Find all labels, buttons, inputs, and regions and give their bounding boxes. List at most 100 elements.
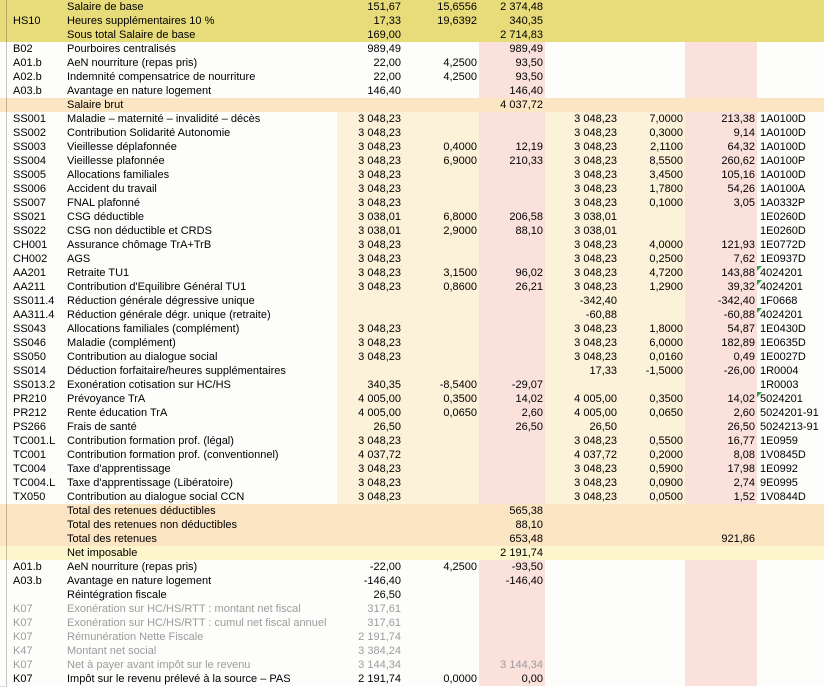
cell-rate-employer[interactable]: 4,7200 [619, 266, 685, 280]
cell-rate-employee[interactable] [403, 448, 479, 462]
cell-dsn-code[interactable]: 1E0959 [757, 434, 824, 448]
cell-label[interactable]: Vieillesse déplafonnée [65, 140, 337, 154]
cell-dsn-code[interactable] [757, 574, 824, 588]
cell-rate-employer[interactable]: 0,0650 [619, 406, 685, 420]
cell-amount-employer[interactable] [685, 588, 757, 602]
cell-base-employer[interactable]: 3 048,23 [545, 126, 619, 140]
cell-base[interactable]: 22,00 [337, 70, 403, 84]
cell-amount-employer[interactable]: 1,52 [685, 490, 757, 504]
cell-code[interactable]: B02 [7, 42, 65, 56]
cell-amount-employee[interactable]: 88,10 [479, 224, 545, 238]
cell-label[interactable]: AGS [65, 252, 337, 266]
cell-rate-employer[interactable]: 0,0160 [619, 350, 685, 364]
cell-amount-employer[interactable] [685, 546, 757, 560]
cell-label[interactable]: Net imposable [65, 546, 337, 560]
cell-label[interactable]: CSG déductible [65, 210, 337, 224]
cell-label[interactable]: Avantage en nature logement [65, 574, 337, 588]
cell-amount-employee[interactable] [479, 616, 545, 630]
cell-amount-employer[interactable] [685, 28, 757, 42]
cell-rate-employer[interactable] [619, 630, 685, 644]
cell-amount-employee[interactable]: -29,07 [479, 378, 545, 392]
cell-base-employer[interactable]: 3 048,23 [545, 168, 619, 182]
cell-rate-employee[interactable] [403, 420, 479, 434]
cell-amount-employee[interactable] [479, 364, 545, 378]
cell-amount-employer[interactable] [685, 42, 757, 56]
cell-rate-employer[interactable] [619, 616, 685, 630]
cell-base[interactable]: 169,00 [337, 28, 403, 42]
cell-rate-employer[interactable] [619, 672, 685, 686]
cell-amount-employee[interactable] [479, 448, 545, 462]
cell-code[interactable]: TC004.L [7, 476, 65, 490]
cell-dsn-code[interactable]: 1E0260D [757, 210, 824, 224]
cell-rate-employer[interactable] [619, 0, 685, 14]
cell-base[interactable]: 26,50 [337, 588, 403, 602]
cell-rate-employee[interactable]: 0,8600 [403, 280, 479, 294]
cell-amount-employer[interactable] [685, 98, 757, 112]
cell-dsn-code[interactable]: 1E0992 [757, 462, 824, 476]
cell-rate-employee[interactable]: 6,9000 [403, 154, 479, 168]
cell-rate-employee[interactable]: 0,4000 [403, 140, 479, 154]
cell-base[interactable]: 3 048,23 [337, 350, 403, 364]
cell-amount-employee[interactable] [479, 588, 545, 602]
cell-rate-employee[interactable]: 4,2500 [403, 70, 479, 84]
cell-label[interactable]: FNAL plafonné [65, 196, 337, 210]
cell-rate-employer[interactable] [619, 28, 685, 42]
cell-amount-employer[interactable]: -342,40 [685, 294, 757, 308]
cell-base[interactable] [337, 504, 403, 518]
cell-rate-employee[interactable] [403, 574, 479, 588]
cell-rate-employee[interactable]: 6,8000 [403, 210, 479, 224]
cell-label[interactable]: AeN nourriture (repas pris) [65, 56, 337, 70]
cell-rate-employer[interactable]: 0,3500 [619, 392, 685, 406]
cell-code[interactable] [7, 0, 65, 14]
cell-amount-employee[interactable]: 4 037,72 [479, 98, 545, 112]
cell-rate-employee[interactable] [403, 322, 479, 336]
cell-code[interactable] [7, 546, 65, 560]
cell-base[interactable]: 3 144,34 [337, 658, 403, 672]
cell-rate-employer[interactable]: 6,0000 [619, 336, 685, 350]
cell-label[interactable]: Total des retenues non déductibles [65, 518, 337, 532]
cell-label[interactable]: Sous total Salaire de base [65, 28, 337, 42]
cell-code[interactable]: SS007 [7, 196, 65, 210]
cell-code[interactable]: SS050 [7, 350, 65, 364]
cell-code[interactable]: SS021 [7, 210, 65, 224]
cell-dsn-code[interactable]: 9E0995 [757, 476, 824, 490]
cell-amount-employee[interactable] [479, 434, 545, 448]
cell-rate-employee[interactable] [403, 364, 479, 378]
cell-rate-employee[interactable]: 3,1500 [403, 266, 479, 280]
cell-dsn-code[interactable]: 5024201-91 [757, 406, 824, 420]
cell-base-employer[interactable] [545, 630, 619, 644]
cell-amount-employee[interactable] [479, 602, 545, 616]
cell-amount-employee[interactable]: 2,60 [479, 406, 545, 420]
cell-label[interactable]: Taxe d'apprentissage [65, 462, 337, 476]
cell-rate-employee[interactable] [403, 308, 479, 322]
cell-base-employer[interactable]: 3 038,01 [545, 224, 619, 238]
cell-rate-employee[interactable]: -8,5400 [403, 378, 479, 392]
cell-label[interactable]: Avantage en nature logement [65, 84, 337, 98]
cell-amount-employee[interactable] [479, 490, 545, 504]
cell-base[interactable] [337, 294, 403, 308]
cell-amount-employer[interactable]: 14,02 [685, 392, 757, 406]
cell-amount-employer[interactable]: 2,60 [685, 406, 757, 420]
cell-rate-employer[interactable]: 3,4500 [619, 168, 685, 182]
cell-code[interactable]: A03.b [7, 574, 65, 588]
cell-label[interactable]: Assurance chômage TrA+TrB [65, 238, 337, 252]
cell-rate-employee[interactable] [403, 462, 479, 476]
cell-rate-employer[interactable] [619, 84, 685, 98]
cell-rate-employer[interactable]: 8,5500 [619, 154, 685, 168]
cell-rate-employee[interactable] [403, 350, 479, 364]
cell-dsn-code[interactable]: 1E0260D [757, 224, 824, 238]
cell-dsn-code[interactable] [757, 518, 824, 532]
cell-dsn-code[interactable] [757, 70, 824, 84]
cell-base-employer[interactable] [545, 672, 619, 686]
cell-code[interactable]: HS10 [7, 14, 65, 28]
cell-amount-employer[interactable]: -60,88 [685, 308, 757, 322]
cell-amount-employer[interactable] [685, 602, 757, 616]
cell-base[interactable] [337, 364, 403, 378]
cell-label[interactable]: Réduction générale dégressive unique [65, 294, 337, 308]
cell-base[interactable]: 3 048,23 [337, 252, 403, 266]
cell-amount-employer[interactable] [685, 574, 757, 588]
cell-base[interactable]: 3 048,23 [337, 434, 403, 448]
cell-label[interactable]: Retraite TU1 [65, 266, 337, 280]
cell-code[interactable]: SS011.4 [7, 294, 65, 308]
cell-label[interactable]: Rente éducation TrA [65, 406, 337, 420]
